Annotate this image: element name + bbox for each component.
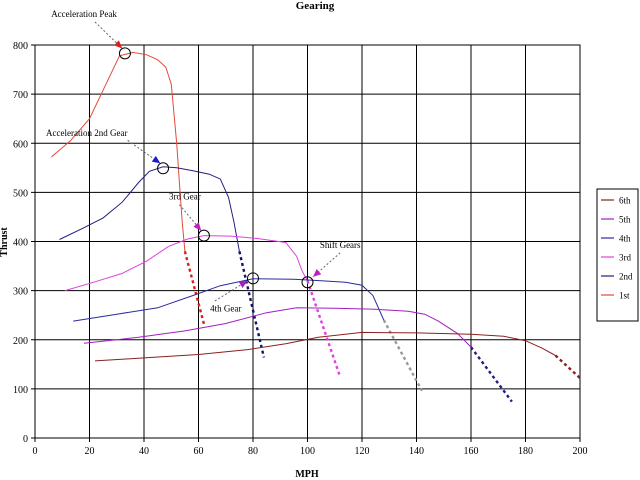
grid-layer bbox=[31, 44, 581, 442]
x-tick-label: 200 bbox=[573, 446, 588, 457]
series-line-6th bbox=[94, 331, 556, 362]
legend-box bbox=[596, 188, 639, 322]
annotation-arrowhead bbox=[238, 280, 248, 288]
x-tick-label: 80 bbox=[248, 446, 258, 457]
annotation-label: Shift Gears bbox=[320, 240, 361, 250]
annotation-label: Acceleration Peak bbox=[51, 9, 117, 19]
annotations: Acceleration Peak Acceleration 2nd Gear 3r… bbox=[46, 9, 361, 314]
chart-title: Gearing bbox=[296, 0, 335, 12]
y-tick-label: 100 bbox=[13, 385, 28, 396]
circle-markers bbox=[118, 47, 314, 289]
y-tick-label: 600 bbox=[13, 139, 28, 150]
y-tick-label: 200 bbox=[13, 336, 28, 347]
x-tick-label: 40 bbox=[139, 446, 149, 457]
shift-line bbox=[306, 280, 342, 378]
annotation-arrowhead bbox=[193, 222, 202, 231]
series-line-3rd bbox=[64, 235, 308, 292]
legend-label-5th: 5th bbox=[619, 215, 631, 225]
legend-label-4th: 4th bbox=[619, 234, 631, 244]
y-tick-labels: 0 100 200 300 400 500 600 700 800 bbox=[13, 41, 28, 445]
y-tick-label: 0 bbox=[23, 434, 28, 445]
legend-label-2nd: 2nd bbox=[619, 272, 633, 282]
shift-point-marker bbox=[247, 272, 259, 285]
annotation-label: 4th Gear bbox=[210, 304, 241, 314]
x-tick-label: 180 bbox=[518, 446, 533, 457]
shift-line bbox=[382, 319, 424, 392]
y-axis-label: Thrust bbox=[0, 227, 10, 257]
x-tick-label: 160 bbox=[464, 446, 479, 457]
shift-line bbox=[470, 346, 513, 403]
series-line-1st bbox=[50, 51, 186, 252]
shift-point-marker bbox=[118, 47, 131, 60]
annotation-label: 3rd Gear bbox=[169, 191, 201, 201]
x-tick-labels: 0 20 40 60 80 100 120 140 160 180 200 bbox=[33, 446, 588, 457]
shift-line bbox=[238, 251, 266, 358]
y-tick-label: 700 bbox=[13, 90, 28, 101]
shift-point-marker bbox=[197, 229, 210, 242]
annotation-arrowhead bbox=[151, 155, 161, 164]
x-tick-label: 0 bbox=[33, 446, 38, 457]
legend-entries: 6th 5th 4th 3rd 2nd 1st bbox=[601, 196, 633, 301]
y-tick-label: 300 bbox=[13, 287, 28, 298]
annotation-arrowhead bbox=[312, 268, 322, 277]
x-tick-label: 100 bbox=[300, 446, 315, 457]
series-line-5th bbox=[83, 307, 472, 348]
x-tick-label: 20 bbox=[85, 446, 95, 457]
legend: 6th 5th 4th 3rd 2nd 1st bbox=[596, 188, 639, 322]
legend-label-6th: 6th bbox=[619, 196, 631, 206]
annotation-label: Acceleration 2nd Gear bbox=[46, 128, 127, 138]
series-line-2nd bbox=[59, 166, 240, 252]
x-tick-label: 140 bbox=[409, 446, 424, 457]
shift-point-marker bbox=[301, 276, 314, 289]
annotation-arrowhead bbox=[114, 40, 123, 49]
x-tick-label: 120 bbox=[355, 446, 370, 457]
shift-line bbox=[183, 251, 206, 325]
y-tick-label: 400 bbox=[13, 238, 28, 249]
shift-point-marker bbox=[157, 162, 170, 175]
y-tick-label: 500 bbox=[13, 188, 28, 199]
x-tick-label: 60 bbox=[194, 446, 204, 457]
series-lines bbox=[50, 51, 556, 362]
x-axis-label: MPH bbox=[295, 469, 319, 480]
y-tick-label: 800 bbox=[13, 41, 28, 52]
legend-label-1st: 1st bbox=[619, 291, 630, 301]
shift-lines bbox=[183, 251, 581, 403]
series-line-4th bbox=[73, 278, 385, 322]
legend-label-3rd: 3rd bbox=[619, 253, 631, 263]
